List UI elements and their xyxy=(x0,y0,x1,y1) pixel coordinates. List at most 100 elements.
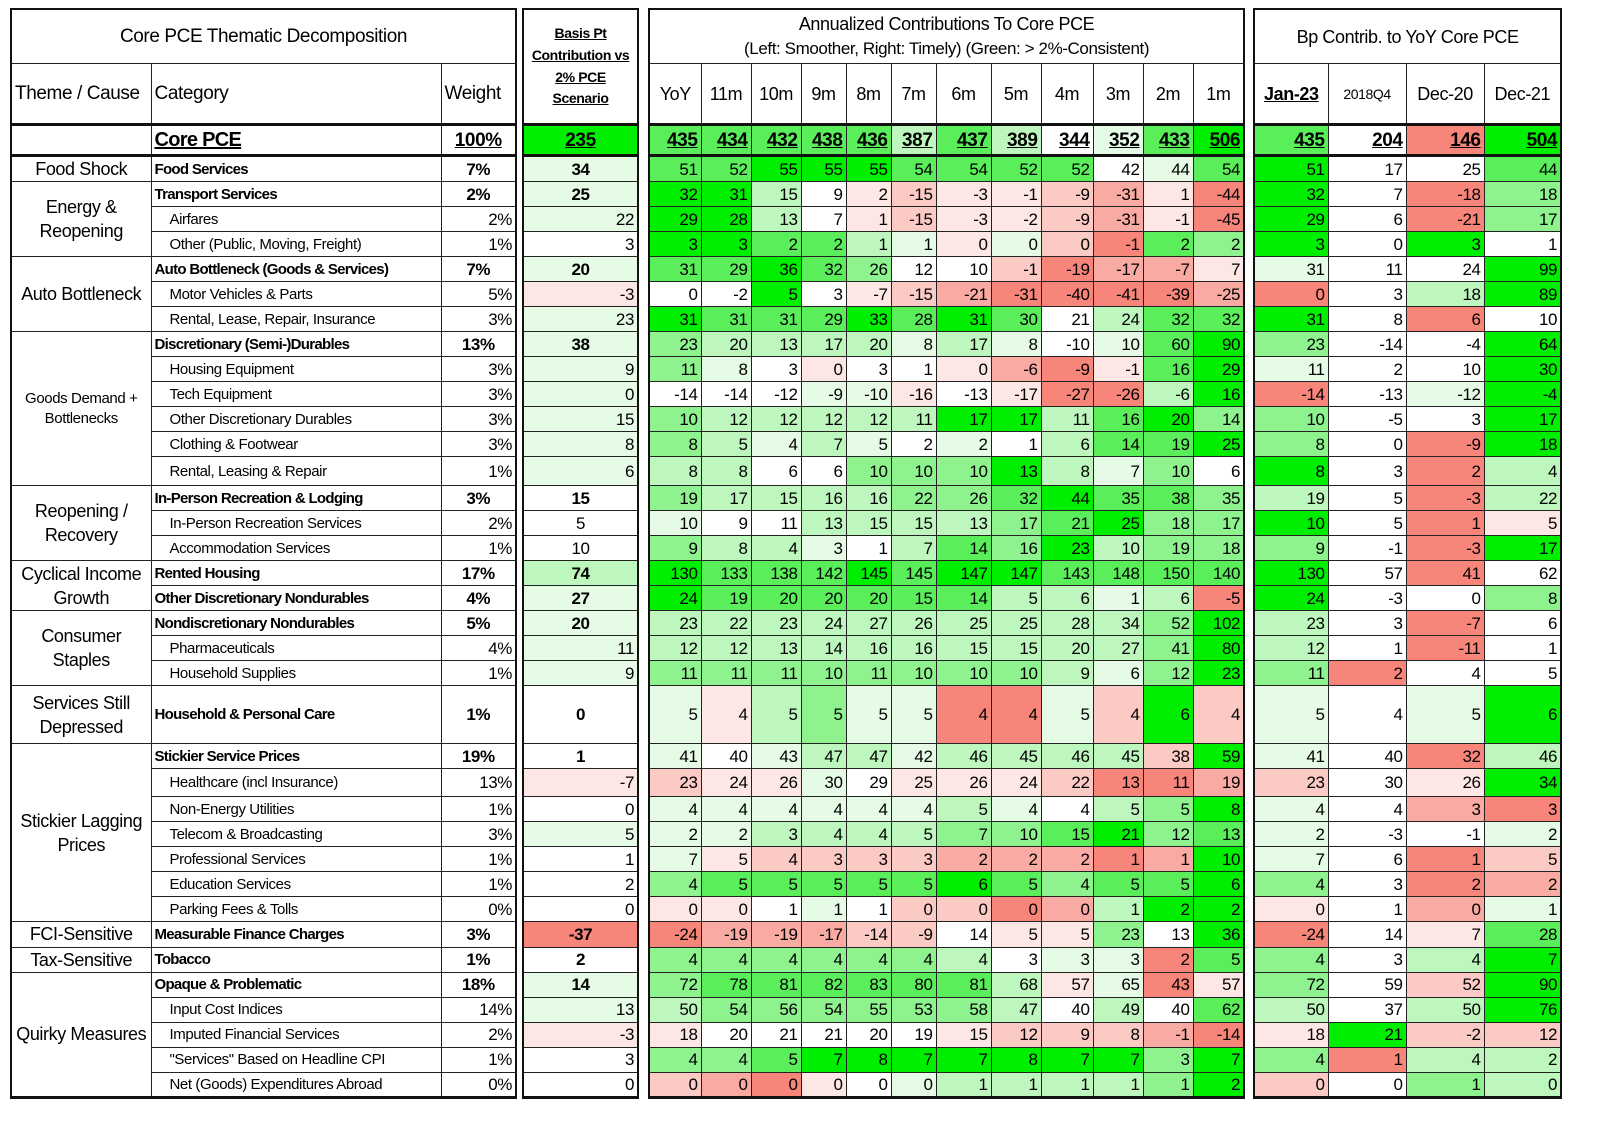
annualized-cell-4m: 6 xyxy=(1040,585,1094,612)
annualized-cell-8m: 55 xyxy=(845,996,892,1023)
annualized-value: 6 xyxy=(978,874,988,894)
annualized-cell-4m: -9 xyxy=(1040,181,1094,208)
bp-contrib-cell-jan-23: 7 xyxy=(1253,846,1329,873)
annualized-value: 26 xyxy=(969,773,988,793)
theme-cell: Quirky Measures xyxy=(10,971,152,1099)
annualized-value: 434 xyxy=(717,129,748,151)
annualized-cell-9m: 3 xyxy=(800,281,847,308)
annualized-cell-7m: 42 xyxy=(890,743,937,770)
annualized-value: 5 xyxy=(1180,874,1190,894)
annualized-value: 16 xyxy=(1221,384,1241,404)
annualized-value: 10 xyxy=(824,663,843,683)
bp-contrib-cell-2018q4: 3 xyxy=(1327,871,1407,898)
annualized-value: 10 xyxy=(969,461,988,481)
bp-contrib-cell-jan-23: 11 xyxy=(1253,660,1329,687)
annualized-cell-YoY: 8 xyxy=(648,456,702,487)
annualized-cell-10m: 15 xyxy=(750,485,802,512)
annualized-cell-3m: 13 xyxy=(1092,768,1144,798)
annualized-cell-9m: 30 xyxy=(800,768,847,798)
annualized-cell-4m: 57 xyxy=(1040,971,1094,998)
annualized-value: -16 xyxy=(909,384,933,404)
bp-contrib-value: 0 xyxy=(1471,899,1481,919)
bp-contrib-value: -7 xyxy=(1466,613,1481,633)
bp-contrib-cell-2018q4: 21 xyxy=(1327,1021,1407,1048)
period-header-6m: 6m xyxy=(935,63,992,126)
bp-contrib-value: 3 xyxy=(1471,799,1481,819)
bp-contrib-value: 31 xyxy=(1306,309,1325,329)
bp-contrib-cell-2018q4: 14 xyxy=(1327,921,1407,948)
bp-contrib-cell-jan-23: 72 xyxy=(1253,971,1329,998)
annualized-value: 102 xyxy=(1212,613,1241,633)
bp-contrib-value: 3 xyxy=(1393,874,1403,894)
bp-contrib-value: 1 xyxy=(1471,513,1481,533)
annualized-value: 5 xyxy=(923,824,933,844)
annualized-cell-4m: -27 xyxy=(1040,381,1094,408)
annualized-cell-11m: 5 xyxy=(700,431,752,458)
annualized-cell-5m: 30 xyxy=(990,306,1042,333)
weight-value: 3% xyxy=(466,488,491,508)
bp-contrib-value: 7 xyxy=(1471,924,1481,944)
annualized-cell-5m: 147 xyxy=(990,560,1042,587)
annualized-value: 10 xyxy=(1121,334,1140,354)
annualized-value: 17 xyxy=(1019,409,1038,429)
annualized-cell-3m: 35 xyxy=(1092,485,1144,512)
bp-contrib-value: 76 xyxy=(1539,1000,1558,1020)
annualized-subtitle: (Left: Smoother, Right: Timely) (Green: … xyxy=(744,38,1150,58)
annualized-cell-3m: 27 xyxy=(1092,635,1144,662)
category-label: In-Person Recreation & Lodging xyxy=(154,489,364,507)
bp-period-header-2018q4: 2018Q4 xyxy=(1327,63,1407,126)
annualized-value: 4 xyxy=(738,950,748,970)
basis-point-value: 5 xyxy=(624,824,635,844)
bp-contrib-cell-dec-20: 32 xyxy=(1405,743,1485,770)
annualized-value: 14 xyxy=(969,924,988,944)
annualized-value: 8 xyxy=(1130,1025,1140,1045)
weight-value: 2% xyxy=(488,1025,513,1045)
annualized-value: 145 xyxy=(860,563,888,583)
annualized-value: 10 xyxy=(914,663,933,683)
annualized-value: 31 xyxy=(729,309,748,329)
bp-contrib-value: 26 xyxy=(1462,773,1481,793)
bp-contrib-value: 21 xyxy=(1384,1025,1403,1045)
bp-contrib-value: 2 xyxy=(1548,1050,1558,1070)
category-cell: Telecom & Broadcasting xyxy=(150,821,442,848)
annualized-cell-8m: 436 xyxy=(845,124,892,157)
category-cell: Other Discretionary Nondurables xyxy=(150,585,442,612)
basis-point-value: 1 xyxy=(624,849,635,869)
annualized-cell-6m: 2 xyxy=(935,846,992,873)
annualized-cell-9m: 14 xyxy=(800,635,847,662)
annualized-value: 352 xyxy=(1109,129,1140,151)
bp-contrib-value: 30 xyxy=(1384,773,1403,793)
bp-contrib-value: 51 xyxy=(1306,159,1325,179)
basis-point-value: 74 xyxy=(571,563,590,583)
category-label: Household & Personal Care xyxy=(154,706,336,724)
annualized-cell-2m: 11 xyxy=(1142,768,1194,798)
annualized-value: 10 xyxy=(1019,663,1038,683)
annualized-cell-7m: -16 xyxy=(890,381,937,408)
annualized-value: 4 xyxy=(878,799,888,819)
annualized-cell-YoY: 0 xyxy=(648,896,702,923)
annualized-cell-7m: -15 xyxy=(890,281,937,308)
bp-contrib-cell-2018q4: -5 xyxy=(1327,406,1407,433)
annualized-value: 5 xyxy=(878,434,888,454)
table-row: Clothing & Footwear 3% 8 8 5 4 7 5 2 2 1 6 14 19 25 8 0 -… xyxy=(11,431,1563,458)
bp-contrib-cell-dec-21: 7 xyxy=(1483,946,1563,973)
bp-contrib-value: 5 xyxy=(1315,705,1325,725)
bp-contrib-value: 0 xyxy=(1471,588,1481,608)
annualized-value: 31 xyxy=(679,259,698,279)
bp-contrib-value: 146 xyxy=(1450,129,1481,151)
annualized-cell-YoY: 50 xyxy=(648,996,702,1023)
bp-contrib-value: 10 xyxy=(1306,513,1325,533)
annualized-cell-2m: 12 xyxy=(1142,660,1194,687)
bp-contrib-cell-dec-21: 89 xyxy=(1483,281,1563,308)
annualized-cell-1m: 506 xyxy=(1192,124,1246,157)
annualized-value: 7 xyxy=(833,1050,843,1070)
annualized-cell-7m: 12 xyxy=(890,256,937,283)
bp-contrib-value: 32 xyxy=(1462,746,1481,766)
bp-contrib-cell-dec-20: 1 xyxy=(1405,510,1485,537)
annualized-cell-6m: 2 xyxy=(935,431,992,458)
bp-contrib-cell-dec-20: 2 xyxy=(1405,871,1485,898)
annualized-cell-6m: 147 xyxy=(935,560,992,587)
annualized-cell-4m: 20 xyxy=(1040,635,1094,662)
table-row: Rental, Lease, Repair, Insurance 3% 23 31 31… xyxy=(11,306,1563,333)
theme-cell: FCI-Sensitive xyxy=(10,921,152,948)
